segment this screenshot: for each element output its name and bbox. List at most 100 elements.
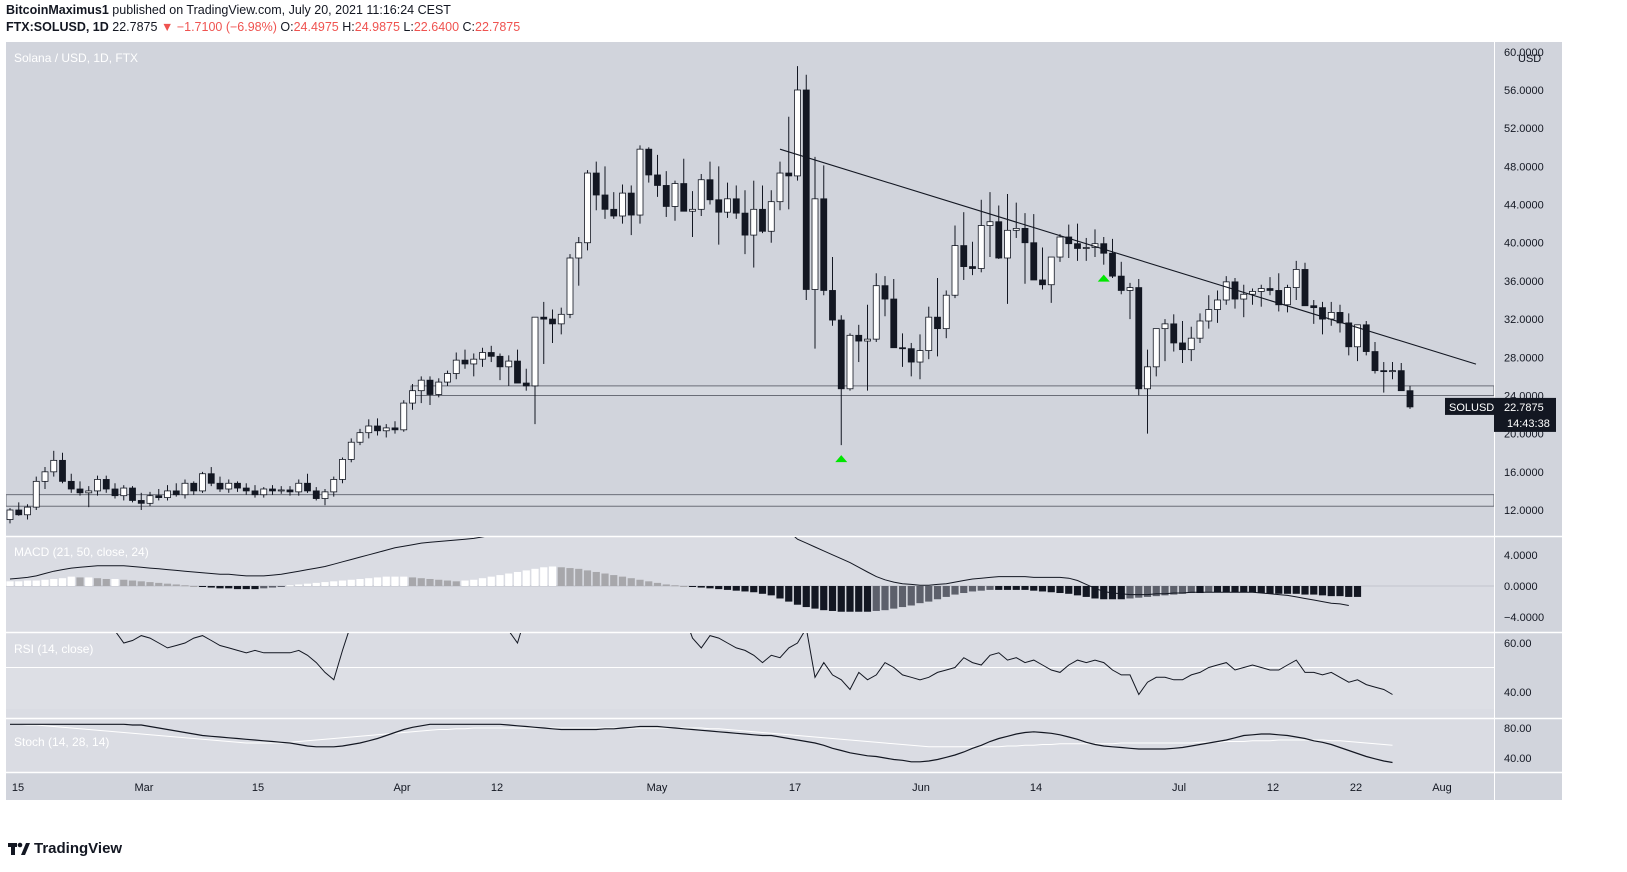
macd-histogram-bar	[382, 576, 390, 586]
macd-histogram-bar	[802, 586, 810, 608]
candle-up	[767, 201, 775, 232]
macd-histogram-bar	[155, 582, 163, 586]
macd-histogram-bar	[636, 579, 644, 586]
macd-histogram-bar	[330, 581, 338, 586]
candle-up	[671, 183, 679, 207]
publisher-name[interactable]: BitcoinMaximus1	[6, 3, 109, 17]
macd-histogram-bar	[1143, 586, 1152, 597]
macd-histogram-bar	[452, 581, 460, 586]
candle-up	[619, 192, 626, 217]
candle-up	[1389, 370, 1396, 373]
macd-histogram-bar	[1012, 586, 1020, 590]
candle-down	[1021, 228, 1029, 244]
price-tag	[1494, 397, 1556, 432]
macd-histogram-bar	[137, 581, 145, 586]
candle-up	[181, 482, 189, 496]
candle-up	[409, 390, 416, 404]
macd-histogram-bar	[995, 586, 1003, 590]
low-value: 22.6400	[413, 20, 460, 34]
macd-histogram-bar	[251, 586, 259, 590]
published-text: published on TradingView.com, July 20, 2…	[112, 3, 451, 17]
macd-histogram-bar	[1100, 586, 1108, 600]
candle-down	[960, 245, 968, 267]
macd-histogram-bar	[303, 583, 312, 586]
macd-histogram-bar	[1222, 586, 1230, 593]
macd-histogram-bar	[216, 586, 224, 589]
macd-histogram-bar	[951, 586, 959, 595]
open-label: O:	[280, 20, 294, 34]
time-tick: May	[647, 782, 668, 794]
candle-up	[557, 313, 565, 325]
macd-histogram-bar	[268, 586, 277, 588]
candle-down	[601, 194, 609, 210]
candle-up	[444, 373, 451, 383]
macd-histogram-bar	[898, 586, 907, 608]
candle-up	[225, 482, 233, 490]
candle-up	[321, 491, 329, 499]
macd-histogram-bar	[671, 585, 679, 587]
candle-down	[1345, 322, 1353, 348]
macd-pane-bg	[6, 537, 1494, 632]
price-tick: 56.0000	[1504, 85, 1544, 97]
macd-histogram-bar	[190, 586, 198, 587]
price-tag-value: 22.7875	[1504, 402, 1544, 414]
macd-histogram-bar	[120, 579, 128, 586]
macd-histogram-bar	[1205, 586, 1213, 593]
macd-histogram-bar	[1170, 586, 1178, 595]
candle-down	[461, 359, 469, 365]
symbol-label: FTX:SOLUSD, 1D	[6, 20, 109, 34]
macd-histogram-bar	[1327, 586, 1335, 597]
candle-down	[487, 352, 495, 357]
tradingview-footer[interactable]: TradingView	[8, 840, 122, 857]
price-series	[6, 66, 1494, 524]
macd-histogram-bar	[1240, 586, 1248, 593]
price-tick: 32.0000	[1504, 314, 1544, 326]
macd-histogram-bar	[1135, 586, 1143, 598]
candle-down	[1362, 324, 1370, 352]
time-tick: Jul	[1172, 782, 1186, 794]
macd-histogram-bar	[461, 580, 469, 586]
macd-histogram-bar	[1196, 586, 1204, 594]
close-value: 22.7875	[475, 20, 521, 34]
macd-histogram-bar	[312, 582, 320, 586]
macd-histogram-bar	[1091, 586, 1099, 599]
price-tick: 48.0000	[1504, 161, 1544, 173]
macd-histogram-bar	[146, 582, 154, 586]
macd-histogram-bar	[610, 575, 618, 586]
macd-histogram-bar	[522, 570, 530, 586]
macd-histogram-bar	[540, 567, 548, 586]
candle-up	[811, 198, 819, 290]
candle-up	[1292, 269, 1300, 288]
price-tick: 60.0000	[1504, 47, 1544, 59]
macd-histogram-bar	[1283, 586, 1292, 594]
macd-histogram-bar	[365, 578, 373, 586]
candle-up	[382, 427, 390, 432]
candle-up	[1257, 288, 1265, 292]
symbol-tag-text: SOLUSD	[1449, 402, 1494, 414]
candle-down	[190, 482, 198, 492]
high-label: H:	[342, 20, 355, 34]
macd-histogram-bar	[242, 586, 250, 590]
candle-up	[24, 506, 31, 516]
candle-down	[881, 285, 889, 300]
macd-histogram-bar	[785, 586, 793, 602]
macd-histogram-bar	[1248, 586, 1257, 593]
rsi-tick: 40.00	[1504, 687, 1532, 699]
resistance-trendline	[779, 148, 1477, 365]
candle-up	[951, 245, 959, 296]
candle-up	[260, 488, 268, 496]
candle-up	[636, 148, 644, 216]
macd-histogram-bar	[688, 586, 697, 587]
candle-down	[627, 192, 635, 216]
macd-histogram-bar	[321, 582, 329, 586]
macd-histogram-bar	[863, 586, 872, 612]
price-tick: 40.0000	[1504, 238, 1544, 250]
macd-histogram-bar	[1021, 586, 1029, 590]
macd-histogram-bar	[1065, 586, 1073, 594]
candle-up	[435, 381, 443, 395]
candle-down	[514, 360, 521, 384]
time-tick: 15	[252, 782, 264, 794]
candle-down	[1371, 351, 1379, 372]
